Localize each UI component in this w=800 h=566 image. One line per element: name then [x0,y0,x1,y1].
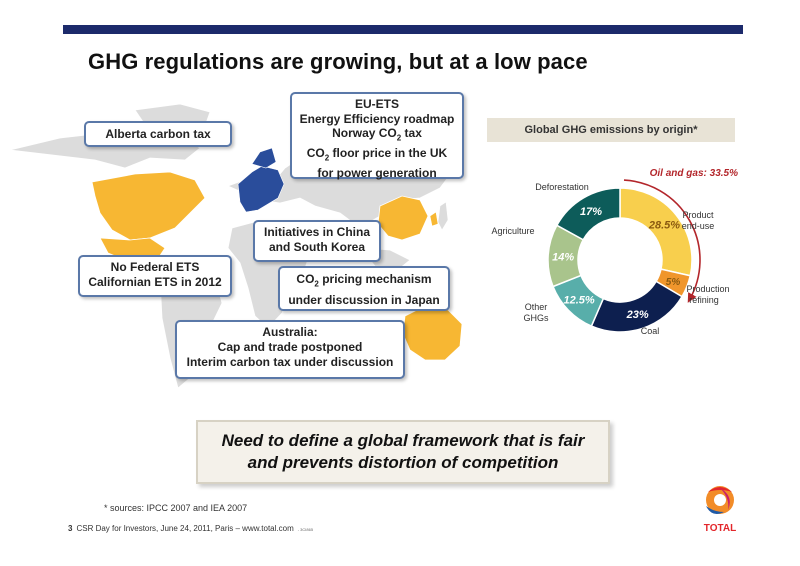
callout-eu: EU-ETS Energy Efficiency roadmap Norway … [290,92,464,180]
label-production-1: Production [686,284,729,294]
donut-slice-product-end-use [619,187,693,277]
label-deforestation: Deforestation [535,182,589,192]
label-other-ghgs-1: Other [525,302,548,312]
slide-title: GHG regulations are growing, but at a lo… [88,49,588,74]
oil-gas-annotation: Oil and gas: 33.5% [650,168,738,179]
slice-value-label: 12.5% [563,295,594,307]
chart-title: Global GHG emissions by origin* [487,118,735,142]
oil-gas-bracket-arrow [623,179,701,303]
label-coal: Coal [641,326,660,336]
donut-slice-deforestation [555,187,621,241]
footer-code: - 3CI865 [297,527,314,532]
logo-text: TOTAL [704,523,736,534]
conclusion-box: Need to define a global framework that i… [196,420,610,484]
label-product-1: Product [682,210,714,220]
callout-australia: Australia: Cap and trade postponed Inter… [175,320,405,379]
footer: 3 CSR Day for Investors, June 24, 2011, P… [68,524,313,533]
label-product-2: end-use [682,221,715,231]
label-other-ghgs-2: GHGs [523,313,549,323]
label-agriculture: Agriculture [491,226,534,236]
slice-value-label: 28.5% [648,219,680,231]
footer-text: CSR Day for Investors, June 24, 2011, Pa… [76,524,294,533]
source-note: * sources: IPCC 2007 and IEA 2007 [104,503,248,513]
callout-japan: CO2 pricing mechanism under discussion i… [278,266,450,311]
slice-value-label: 17% [580,206,602,218]
total-logo-icon: TOTAL [704,486,736,534]
callout-us: No Federal ETS Californian ETS in 2012 [78,255,232,297]
page-number: 3 [68,524,73,533]
slice-value-label: 23% [626,309,649,321]
slice-value-label: 5% [666,277,681,288]
slice-value-label: 14% [552,251,574,263]
callout-alberta: Alberta carbon tax [84,121,232,147]
callout-china: Initiatives in China and South Korea [253,220,381,262]
donut-chart: 28.5% 5% 23% 12.5% 14% 17% Oil and gas: 33.5%… [491,168,738,336]
top-bar [63,25,743,34]
label-production-2: refining [689,295,719,305]
donut-slice-coal [590,280,684,333]
